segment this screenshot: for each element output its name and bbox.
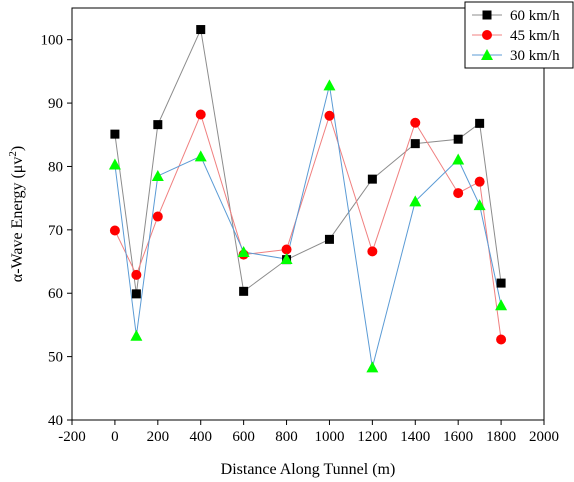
y-tick-label: 70 [48,223,63,239]
data-point-30-km-h [151,169,164,181]
x-tick-label: 1000 [314,429,344,445]
x-axis-title: Distance Along Tunnel (m) [221,461,396,478]
data-point-60-km-h [496,278,506,288]
y-tick-label: 90 [48,96,63,112]
x-tick-label: 1600 [443,429,473,445]
x-tick-label: 200 [147,429,170,445]
legend-marker-45-km-h [482,30,492,40]
data-point-60-km-h [410,139,420,149]
data-point-60-km-h [324,234,334,244]
data-point-45-km-h [474,176,485,187]
data-point-45-km-h [367,246,378,257]
data-point-30-km-h [130,329,143,341]
data-point-60-km-h [239,286,249,296]
legend-marker-60-km-h [482,10,492,20]
data-point-30-km-h [473,199,486,211]
data-point-45-km-h [324,110,335,121]
x-tick-label: -200 [58,429,86,445]
y-axis-title-main: α-Wave Energy (μv [9,157,26,283]
data-point-60-km-h [196,25,206,35]
data-point-60-km-h [153,120,163,130]
data-point-30-km-h [495,299,508,311]
data-point-30-km-h [280,253,293,265]
y-axis-ticks: 40 50 60 70 80 90 100 [41,33,72,429]
data-point-30-km-h [409,195,422,207]
x-tick-label: 400 [189,429,212,445]
data-point-45-km-h [109,225,120,236]
legend: 60 km/h 45 km/h 30 km/h [464,1,574,69]
data-point-45-km-h [195,109,206,120]
data-point-60-km-h [131,289,141,299]
legend-label-60-km-h: 60 km/h [510,8,560,24]
data-point-30-km-h [452,153,465,165]
legend-label-30-km-h: 30 km/h [510,48,560,64]
data-point-45-km-h [131,269,142,280]
y-tick-label: 100 [41,33,64,49]
data-point-45-km-h [496,334,507,345]
series-line-30-km-h [114,85,502,368]
y-axis-title: α-Wave Energy (μv2) [7,146,26,282]
x-tick-label: 800 [275,429,298,445]
y-tick-label: 80 [48,159,63,175]
data-point-30-km-h [366,361,379,373]
x-tick-label: 1800 [486,429,516,445]
y-tick-label: 50 [48,350,63,366]
data-point-30-km-h [108,158,121,170]
data-point-60-km-h [475,118,485,128]
legend-label-45-km-h: 45 km/h [510,28,560,44]
data-point-60-km-h [110,129,120,139]
x-tick-label: 0 [111,429,119,445]
y-axis-title-superscript: 2 [7,151,19,157]
series-markers [108,25,508,373]
data-point-45-km-h [152,211,163,222]
x-tick-label: 600 [232,429,255,445]
data-point-45-km-h [410,117,421,128]
x-tick-label: 1200 [357,429,387,445]
y-tick-label: 40 [48,413,63,429]
data-point-45-km-h [453,188,464,199]
x-tick-label: 2000 [529,429,559,445]
x-tick-label: 1400 [400,429,430,445]
x-axis-ticks: -200 0 200 400 600 800 1000 1200 1400 1600 1800 200… [58,420,559,445]
data-point-30-km-h [194,150,207,162]
legend-marker-30-km-h [481,49,493,60]
data-point-60-km-h [367,174,377,184]
data-point-30-km-h [237,246,250,258]
data-point-45-km-h [281,244,292,255]
plot-frame [71,7,545,421]
data-point-60-km-h [453,134,463,144]
y-tick-label: 60 [48,286,63,302]
y-axis-title-close: ) [9,146,26,151]
data-point-30-km-h [323,79,336,91]
